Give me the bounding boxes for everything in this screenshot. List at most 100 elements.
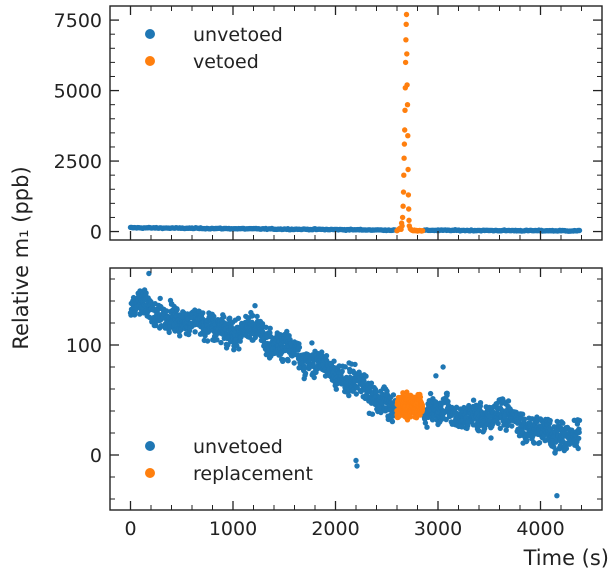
- top-point-vetoed: [405, 166, 411, 173]
- bottom-point-unvetoed: [227, 315, 233, 321]
- top-axes-frame: [109, 5, 603, 241]
- bottom-point-unvetoed: [346, 392, 352, 399]
- bottom-point-unvetoed: [576, 429, 582, 436]
- top-y-tick-label: 7500: [54, 10, 102, 32]
- top-legend-marker-unvetoed: [145, 29, 155, 39]
- top-y-tick-label: 5000: [54, 81, 102, 103]
- top-y-tick-label: 0: [90, 222, 102, 244]
- top-point-vetoed: [400, 203, 406, 209]
- bottom-point-unvetoed: [354, 463, 360, 469]
- bottom-point-unvetoed: [218, 339, 224, 346]
- bottom-panel: 0 1000 2000 3000 4000 0 100 unvetoed replaceme…: [66, 267, 603, 540]
- top-points: [127, 11, 583, 234]
- top-point-vetoed: [419, 228, 426, 234]
- top-point-vetoed: [404, 82, 410, 88]
- top-legend-label-vetoed: vetoed: [193, 51, 259, 73]
- top-point-vetoed: [401, 155, 407, 161]
- bottom-point-unvetoed: [280, 357, 286, 363]
- bottom-point-unvetoed: [143, 290, 149, 296]
- bottom-point-unvetoed: [236, 346, 242, 352]
- top-point-vetoed: [402, 127, 408, 133]
- bottom-point-unvetoed: [353, 391, 359, 397]
- bottom-x-tick-label: 3000: [414, 518, 462, 540]
- top-point-unvetoed: [576, 227, 583, 234]
- bottom-point-unvetoed: [267, 325, 273, 331]
- bottom-point-unvetoed: [342, 364, 348, 370]
- bottom-point-unvetoed: [444, 390, 450, 396]
- bottom-point-unvetoed: [368, 380, 375, 386]
- bottom-point-unvetoed: [477, 400, 484, 406]
- bottom-point-unvetoed: [465, 423, 471, 429]
- bottom-point-unvetoed: [536, 440, 543, 446]
- bottom-point-unvetoed: [363, 373, 369, 379]
- bottom-point-replacement: [419, 404, 426, 410]
- bottom-point-unvetoed: [285, 358, 291, 364]
- top-point-vetoed: [405, 133, 411, 139]
- bottom-x-tick-label: 4000: [516, 518, 564, 540]
- top-point-vetoed: [403, 21, 409, 27]
- top-legend-marker-vetoed: [145, 56, 155, 66]
- bottom-point-unvetoed: [576, 435, 582, 441]
- top-point-vetoed: [406, 206, 412, 212]
- bottom-point-unvetoed: [440, 364, 446, 370]
- bottom-point-unvetoed: [252, 303, 258, 309]
- bottom-point-unvetoed: [254, 313, 260, 320]
- bottom-point-unvetoed: [284, 328, 290, 335]
- bottom-point-unvetoed: [488, 435, 494, 441]
- bottom-point-unvetoed: [250, 312, 256, 319]
- bottom-x-tick-label: 2000: [311, 518, 359, 540]
- bottom-point-unvetoed: [177, 333, 183, 339]
- bottom-point-unvetoed: [192, 329, 198, 335]
- bottom-points: [127, 270, 583, 499]
- top-point-vetoed: [403, 37, 409, 43]
- top-legend-label-unvetoed: unvetoed: [193, 24, 283, 46]
- bottom-point-unvetoed: [231, 347, 237, 353]
- bottom-point-unvetoed: [221, 314, 227, 320]
- bottom-legend-label-replacement: replacement: [193, 463, 313, 485]
- bottom-point-unvetoed: [422, 420, 429, 426]
- bottom-point-unvetoed: [427, 390, 434, 397]
- bottom-point-unvetoed: [148, 299, 154, 305]
- bottom-point-unvetoed: [563, 445, 570, 452]
- top-panel: 0 2500 5000 7500 unvetoed vetoed: [54, 5, 603, 244]
- top-point-vetoed: [401, 172, 407, 178]
- top-point-vetoed: [404, 51, 410, 57]
- bottom-point-unvetoed: [476, 428, 482, 434]
- bottom-x-tick-label: 0: [124, 518, 136, 540]
- bottom-point-unvetoed: [503, 427, 509, 433]
- bottom-point-unvetoed: [323, 353, 330, 359]
- bottom-point-unvetoed: [505, 398, 512, 404]
- bottom-point-unvetoed: [524, 437, 530, 444]
- top-point-vetoed: [402, 59, 409, 66]
- bottom-point-unvetoed: [353, 457, 359, 464]
- bottom-y-tick-label: 0: [90, 445, 102, 467]
- bottom-point-unvetoed: [153, 322, 159, 329]
- bottom-point-unvetoed: [531, 440, 537, 446]
- bottom-point-unvetoed: [263, 324, 269, 330]
- bottom-point-unvetoed: [495, 420, 501, 427]
- bottom-point-unvetoed: [174, 307, 180, 313]
- bottom-point-unvetoed: [287, 336, 293, 343]
- bottom-legend: unvetoed replacement: [145, 436, 313, 485]
- bottom-ticks: 0 1000 2000 3000 4000 0 100: [66, 268, 603, 540]
- x-axis-label: Time (s): [523, 546, 609, 570]
- bottom-point-unvetoed: [486, 413, 493, 420]
- top-point-vetoed: [403, 11, 410, 18]
- y-axis-label: Relative m₁ (ppb): [9, 166, 33, 349]
- bottom-point-unvetoed: [424, 424, 430, 430]
- bottom-point-unvetoed: [200, 310, 206, 316]
- bottom-point-unvetoed: [504, 423, 511, 429]
- bottom-point-unvetoed: [331, 358, 337, 364]
- bottom-point-unvetoed: [277, 332, 284, 338]
- bottom-point-unvetoed: [214, 337, 220, 343]
- bottom-point-unvetoed: [339, 368, 345, 374]
- bottom-point-unvetoed: [204, 338, 211, 344]
- bottom-point-unvetoed: [384, 388, 390, 394]
- top-point-vetoed: [399, 214, 406, 221]
- bottom-point-unvetoed: [554, 493, 560, 499]
- top-y-tick-label: 2500: [54, 151, 102, 173]
- bottom-point-unvetoed: [146, 270, 152, 277]
- bottom-point-unvetoed: [560, 420, 566, 426]
- bottom-point-unvetoed: [352, 361, 358, 368]
- bottom-point-unvetoed: [497, 425, 503, 431]
